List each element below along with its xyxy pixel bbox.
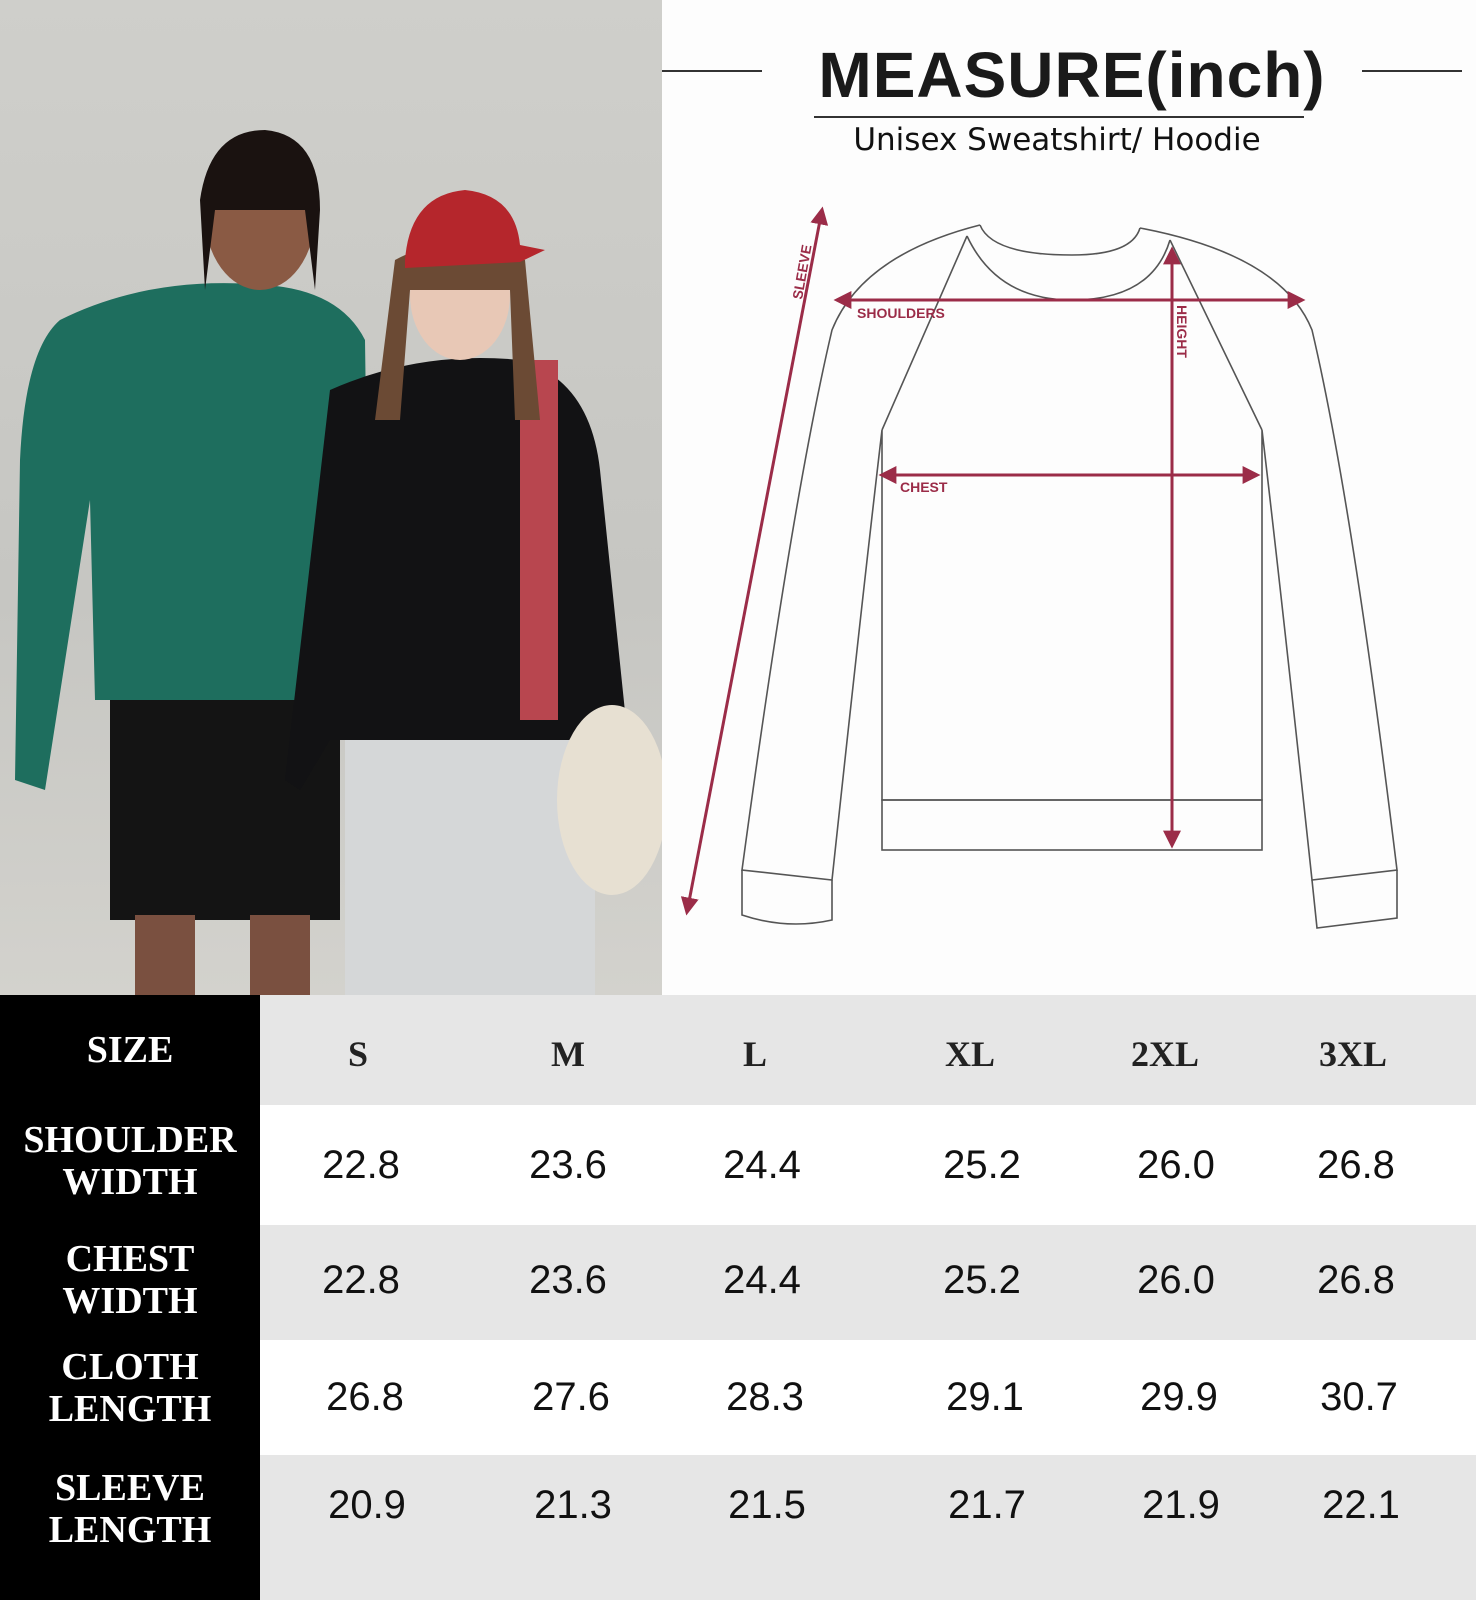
table-cell: 22.8 <box>322 1143 400 1187</box>
sleeve-arrow <box>680 206 829 916</box>
size-header-label: SIZE <box>86 1029 174 1071</box>
table-cell: 26.8 <box>1317 1258 1395 1302</box>
table-cell: 25.2 <box>943 1258 1021 1302</box>
sweatshirt-sketch: SLEEVE SHOULDERS HEIGHT CHEST <box>680 206 1398 929</box>
table-cell: 23.6 <box>529 1258 607 1302</box>
table-row: 26.8 27.6 28.3 29.1 29.9 30.7 <box>260 1340 1476 1455</box>
table-row: 22.8 23.6 24.4 25.2 26.0 26.8 <box>260 1105 1476 1225</box>
table-cell: 21.3 <box>534 1483 612 1527</box>
man-right-leg <box>250 915 310 995</box>
table-row: 22.8 23.6 24.4 25.2 26.0 26.8 <box>260 1225 1476 1340</box>
right-cuff <box>1311 870 1398 929</box>
man-hair <box>200 130 320 290</box>
title-underline <box>814 116 1304 118</box>
table-cell: 27.6 <box>532 1375 610 1419</box>
table-cell: 28.3 <box>726 1375 804 1419</box>
page-subtitle: Unisex Sweatshirt/ Hoodie <box>853 122 1261 158</box>
left-cuff <box>741 870 833 925</box>
row-label-chest-width: CHEST WIDTH <box>62 1238 198 1322</box>
table-cell: 22.8 <box>322 1258 400 1302</box>
size-2xl: 2XL <box>1130 1034 1200 1074</box>
size-s: S <box>347 1034 369 1074</box>
tote-bag <box>557 705 667 895</box>
woman-hair <box>375 242 540 420</box>
row-labels-column: SIZE SHOULDER WIDTH CHEST WIDTH CLOTH LE… <box>0 995 260 1600</box>
table-cell: 22.1 <box>1322 1483 1400 1527</box>
neckline <box>979 224 1141 256</box>
page-title: MEASURE(inch) <box>818 39 1326 111</box>
raglan-seams <box>881 235 1263 431</box>
height-label: HEIGHT <box>1174 305 1190 358</box>
man-left-leg <box>135 915 195 995</box>
table-cell: 30.7 <box>1320 1375 1398 1419</box>
row-label-cloth-length: CLOTH LENGTH <box>48 1346 212 1430</box>
size-xl: XL <box>944 1034 996 1074</box>
body-outline <box>741 224 1398 881</box>
model-photo <box>0 0 667 995</box>
table-cell: 24.4 <box>723 1143 801 1187</box>
table-cell: 21.9 <box>1142 1483 1220 1527</box>
measurement-diagram: MEASURE(inch) Unisex Sweatshirt/ Hoodie … <box>662 0 1476 995</box>
table-cell: 29.1 <box>946 1375 1024 1419</box>
man-green-sweatshirt <box>15 283 370 790</box>
size-m: M <box>551 1034 585 1074</box>
size-l: L <box>742 1034 768 1074</box>
shoulders-label: SHOULDERS <box>857 305 945 321</box>
woman-pants <box>345 730 595 995</box>
table-cell: 20.9 <box>328 1483 406 1527</box>
chest-label: CHEST <box>900 479 948 495</box>
table-cell: 24.4 <box>723 1258 801 1302</box>
models-illustration <box>15 130 667 995</box>
table-cell: 26.8 <box>1317 1143 1395 1187</box>
table-cell: 25.2 <box>943 1143 1021 1187</box>
table-cell: 23.6 <box>529 1143 607 1187</box>
table-cell: 26.0 <box>1137 1143 1215 1187</box>
table-cell: 21.5 <box>728 1483 806 1527</box>
table-cell: 21.7 <box>948 1483 1026 1527</box>
row-label-sleeve-length: SLEEVE LENGTH <box>48 1467 212 1551</box>
size-header-row: S M L XL 2XL 3XL <box>260 995 1476 1105</box>
title-rule-left <box>662 70 762 72</box>
table-cell: 26.0 <box>1137 1258 1215 1302</box>
neck-rib <box>966 235 1171 301</box>
size-table: SIZE SHOULDER WIDTH CHEST WIDTH CLOTH LE… <box>0 995 1476 1600</box>
table-cell: 26.8 <box>326 1375 404 1419</box>
red-cap <box>405 190 545 268</box>
table-cell: 29.9 <box>1140 1375 1218 1419</box>
hem-rib <box>881 799 1263 851</box>
title-rule-right <box>1362 70 1462 72</box>
row-label-shoulder-width: SHOULDER WIDTH <box>23 1119 237 1203</box>
size-3xl: 3XL <box>1318 1034 1388 1074</box>
table-row: 20.9 21.3 21.5 21.7 21.9 22.1 <box>260 1455 1476 1600</box>
